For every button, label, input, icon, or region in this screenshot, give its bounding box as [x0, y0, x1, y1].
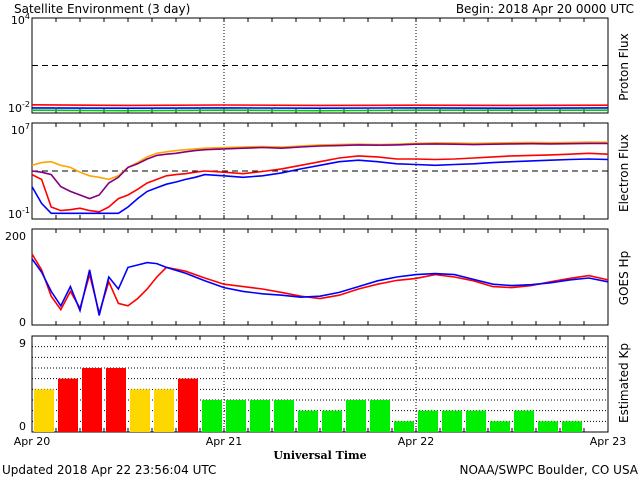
- electron-ytick-min-exp: -1: [22, 206, 30, 215]
- estimated-kp-label: Estimated Kp: [617, 343, 631, 423]
- x-axis-title: Universal Time: [273, 449, 366, 462]
- xtick-apr20: Apr 20: [14, 435, 51, 448]
- kp-bar: [106, 368, 126, 432]
- kp-bar: [346, 400, 366, 432]
- electron-ytick-min: 10-1: [8, 206, 30, 221]
- panel-0-series-0: [32, 105, 608, 106]
- proton-flux-label: Proton Flux: [617, 33, 631, 100]
- electron-ytick-max-base: 10: [11, 124, 25, 137]
- kp-ytick-max: 9: [19, 337, 26, 350]
- kp-bar: [154, 389, 174, 432]
- kp-ytick-min: 0: [19, 420, 26, 433]
- proton-ytick-max-exp: 4: [25, 12, 30, 21]
- goes-hp-label: GOES Hp: [617, 251, 631, 305]
- hp-ytick-min: 0: [19, 316, 26, 329]
- credit: NOAA/SWPC Boulder, CO USA: [460, 463, 639, 477]
- kp-bar: [442, 411, 462, 432]
- hp-ytick-max: 200: [5, 230, 26, 243]
- kp-bar: [490, 421, 510, 432]
- kp-bar: [418, 411, 438, 432]
- electron-ytick-min-base: 10: [8, 208, 22, 221]
- updated-time: Updated 2018 Apr 22 23:56:04 UTC: [2, 463, 216, 477]
- kp-bar: [178, 379, 198, 432]
- kp-bar: [514, 411, 534, 432]
- panel-frame-1: [32, 123, 608, 219]
- kp-bar: [202, 400, 222, 432]
- proton-ytick-max-base: 10: [11, 14, 25, 27]
- panel-1-series-1: [32, 143, 608, 198]
- electron-flux-label: Electron Flux: [617, 134, 631, 212]
- kp-bar: [298, 411, 318, 432]
- kp-bar: [82, 368, 102, 432]
- panel-2-series-0: [32, 254, 608, 313]
- panel-frame-2: [32, 229, 608, 325]
- xtick-apr22: Apr 22: [398, 435, 435, 448]
- xtick-apr23: Apr 23: [590, 435, 627, 448]
- proton-ytick-min-exp: -2: [22, 100, 30, 109]
- kp-bar: [130, 389, 150, 432]
- panel-1-series-3: [32, 159, 608, 213]
- proton-ytick-min: 10-2: [8, 100, 30, 115]
- kp-bar: [466, 411, 486, 432]
- plot-title: Satellite Environment (3 day): [14, 2, 190, 16]
- electron-ytick-max: 107: [11, 122, 30, 137]
- kp-bar: [226, 400, 246, 432]
- kp-bar: [538, 421, 558, 432]
- panel-frame-0: [32, 18, 608, 113]
- kp-bar: [58, 379, 78, 432]
- kp-bar: [250, 400, 270, 432]
- chart-marks: [32, 66, 608, 433]
- xtick-apr21: Apr 21: [206, 435, 243, 448]
- kp-bar: [370, 400, 390, 432]
- panel-0-series-2: [32, 110, 608, 111]
- kp-bar: [562, 421, 582, 432]
- kp-bar: [322, 411, 342, 432]
- kp-bar: [274, 400, 294, 432]
- kp-bar: [34, 389, 54, 432]
- begin-time: Begin: 2018 Apr 20 0000 UTC: [456, 2, 634, 16]
- proton-ytick-max: 104: [11, 12, 30, 27]
- electron-ytick-max-exp: 7: [25, 122, 30, 131]
- proton-ytick-min-base: 10: [8, 102, 22, 115]
- kp-bar: [394, 421, 414, 432]
